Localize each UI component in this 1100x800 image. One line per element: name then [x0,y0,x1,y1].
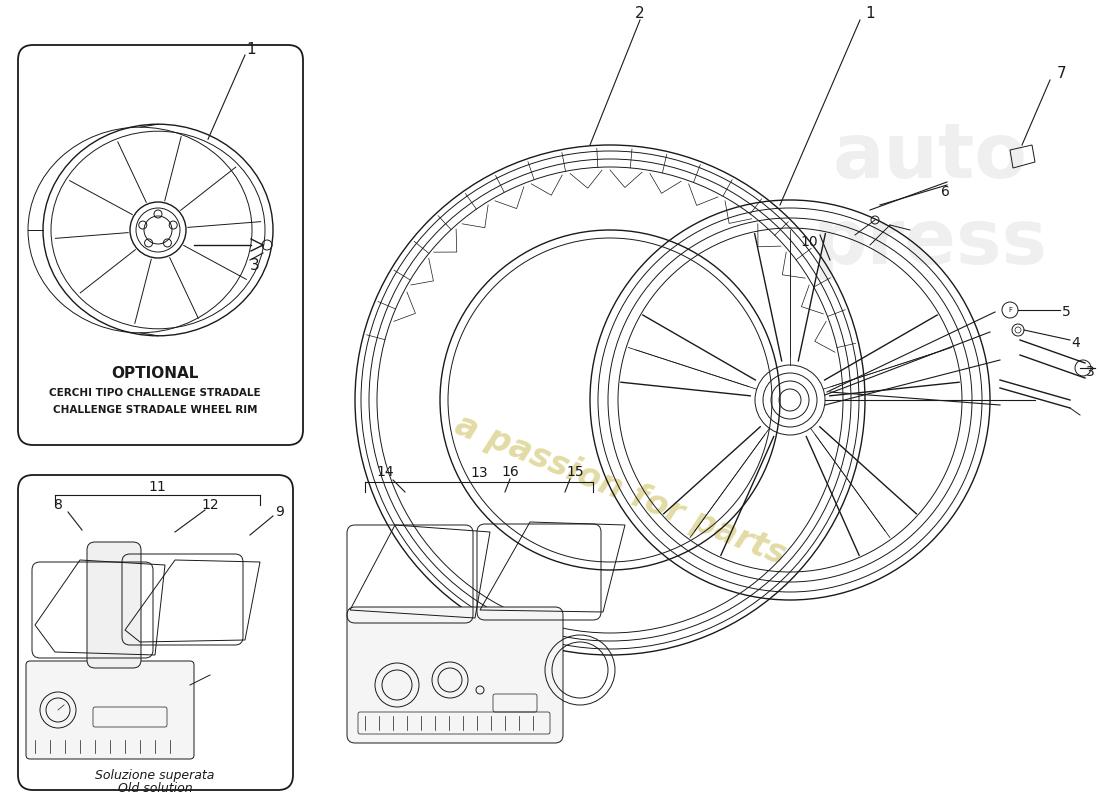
Text: CHALLENGE STRADALE WHEEL RIM: CHALLENGE STRADALE WHEEL RIM [53,405,257,415]
Text: CERCHI TIPO CHALLENGE STRADALE: CERCHI TIPO CHALLENGE STRADALE [50,388,261,398]
Text: 6: 6 [940,185,949,199]
Text: 16: 16 [502,465,519,479]
Text: 3: 3 [1086,365,1094,379]
Text: F: F [1008,307,1012,313]
Text: 12: 12 [201,498,219,512]
Text: 1: 1 [866,6,874,21]
Text: auto
press: auto press [813,120,1047,280]
Text: 5: 5 [1062,305,1070,319]
Text: 4: 4 [1071,336,1080,350]
FancyBboxPatch shape [346,607,563,743]
Text: 11: 11 [148,480,166,494]
Text: OPTIONAL: OPTIONAL [111,366,199,381]
FancyBboxPatch shape [26,661,194,759]
Text: 13: 13 [470,466,487,480]
Text: 9: 9 [276,505,285,519]
Text: 7: 7 [1057,66,1067,81]
Text: 10: 10 [801,235,818,249]
Text: 15: 15 [566,465,584,479]
Text: Soluzione superata: Soluzione superata [96,770,214,782]
Text: Old solution: Old solution [118,782,192,794]
FancyBboxPatch shape [87,542,141,668]
Text: 3: 3 [250,258,260,274]
Text: 14: 14 [376,465,394,479]
Text: 1: 1 [246,42,256,57]
Text: a passion for parts: a passion for parts [450,408,791,572]
Text: 2: 2 [635,6,645,21]
Text: 8: 8 [54,498,63,512]
